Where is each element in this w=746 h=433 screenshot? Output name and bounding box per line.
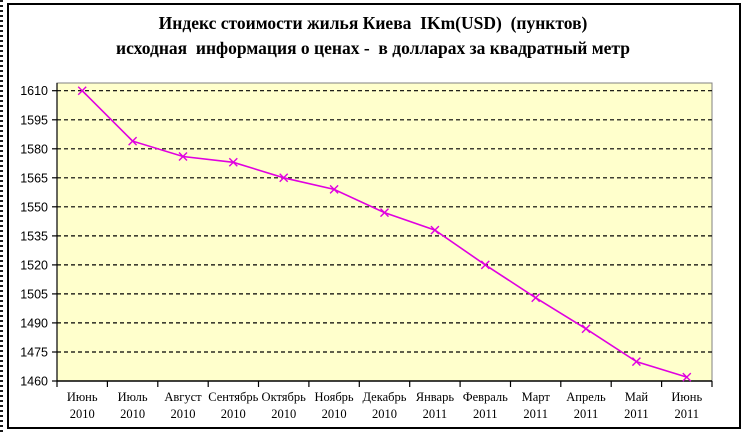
svg-text:2010: 2010 [70,407,95,421]
plot-area [56,82,713,382]
svg-text:2011: 2011 [574,407,599,421]
left-dotted-border [0,0,3,433]
svg-text:1550: 1550 [20,200,48,214]
svg-text:Май: Май [625,390,649,404]
svg-text:2010: 2010 [171,407,196,421]
svg-text:Январь: Январь [416,390,455,404]
svg-text:1580: 1580 [20,142,48,156]
svg-text:Октябрь: Октябрь [262,390,307,404]
x-axis-labels: Июнь 2010 Июль 2010 Август 2010 Сентябрь 2010 Ок… [67,390,703,421]
svg-text:2011: 2011 [423,407,448,421]
svg-text:Февраль: Февраль [463,390,508,404]
svg-text:2010: 2010 [372,407,397,421]
svg-text:1535: 1535 [20,229,48,243]
svg-text:1520: 1520 [20,258,48,272]
svg-text:Сентябрь: Сентябрь [208,390,258,404]
svg-text:1460: 1460 [20,375,48,389]
y-axis-labels: 1460 1475 1490 1505 1520 1535 1550 1565 1580 1595… [20,84,48,388]
svg-text:1610: 1610 [20,84,48,98]
svg-text:Июнь: Июнь [671,390,702,404]
chart-subtitle: исходная информация о ценах - в долларах… [116,38,630,58]
series-markers [77,86,692,382]
svg-text:Декабрь: Декабрь [363,390,407,404]
svg-text:2011: 2011 [473,407,498,421]
svg-text:2011: 2011 [624,407,649,421]
svg-text:2010: 2010 [120,407,145,421]
svg-text:1595: 1595 [20,113,48,127]
svg-text:2011: 2011 [675,407,700,421]
svg-text:2011: 2011 [523,407,548,421]
svg-text:1475: 1475 [20,346,48,360]
svg-text:2010: 2010 [322,407,347,421]
svg-text:2010: 2010 [271,407,296,421]
y-axis-ticks [52,90,57,382]
svg-text:Июнь: Июнь [67,390,98,404]
svg-text:Ноябрь: Ноябрь [315,390,354,404]
svg-text:2010: 2010 [221,407,246,421]
svg-text:1490: 1490 [20,316,48,330]
svg-text:Август: Август [164,390,202,404]
svg-text:Июль: Июль [118,390,148,404]
svg-text:1505: 1505 [20,287,48,301]
svg-text:Март: Март [522,390,551,404]
svg-text:Апрель: Апрель [566,390,606,404]
chart-title: Индекс стоимости жилья Киева IKm(USD) (п… [158,13,588,33]
svg-text:1565: 1565 [20,171,48,185]
x-axis-ticks [56,381,713,387]
